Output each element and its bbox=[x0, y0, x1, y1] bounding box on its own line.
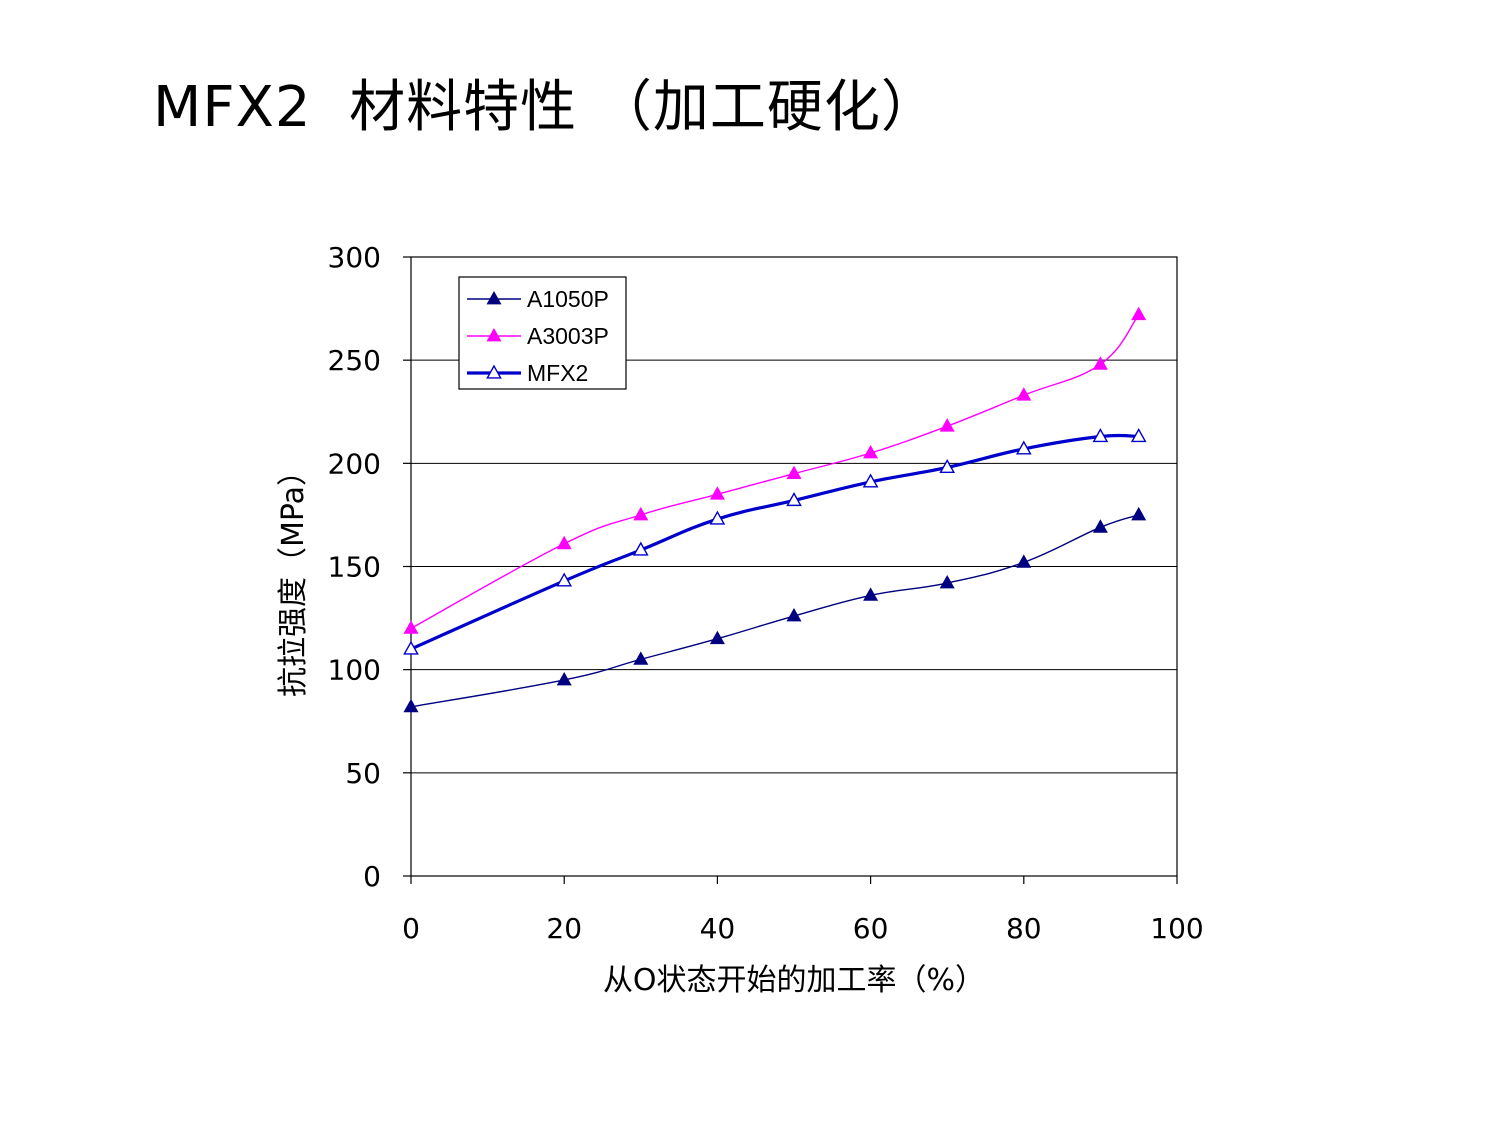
series-a1050p bbox=[403, 506, 1147, 713]
point-mfx2-3 bbox=[709, 510, 726, 525]
y-tick-label-3: 150 bbox=[328, 551, 381, 584]
point-a3003p-4 bbox=[786, 465, 802, 480]
series-line-a3003p bbox=[410, 314, 1140, 630]
point-mfx2-8 bbox=[1092, 428, 1109, 443]
legend-box bbox=[458, 276, 627, 390]
series-a3003p bbox=[403, 306, 1147, 634]
legend-swatch-marker-2 bbox=[486, 364, 502, 379]
point-a3003p-0 bbox=[403, 620, 419, 634]
point-a1050p-9 bbox=[1131, 506, 1147, 521]
y-tick-label-6: 300 bbox=[328, 241, 381, 274]
point-a3003p-8 bbox=[1092, 356, 1108, 370]
gridlines bbox=[411, 359, 1177, 774]
point-a1050p-3 bbox=[709, 630, 725, 645]
point-mfx2-2 bbox=[632, 541, 649, 556]
series-line-a1050p bbox=[410, 514, 1139, 708]
point-a1050p-8 bbox=[1092, 519, 1108, 533]
x-axis-title: 从O状态开始的加工率（%） bbox=[603, 963, 985, 998]
y-axis-ticks: 0 50 100 150 200 250 300 bbox=[328, 241, 411, 893]
point-mfx2-5 bbox=[862, 473, 879, 488]
slide-title: MFX2 材料特性 （加工硬化） bbox=[153, 75, 938, 140]
point-a1050p-0 bbox=[403, 698, 419, 713]
series-layer bbox=[403, 306, 1147, 713]
point-a3003p-6 bbox=[939, 418, 955, 432]
point-a3003p-2 bbox=[633, 506, 649, 521]
y-axis-title: 抗拉强度（MPa） bbox=[276, 456, 311, 697]
series-line-mfx2 bbox=[410, 433, 1139, 651]
point-a1050p-4 bbox=[786, 607, 802, 622]
x-tick-label-3: 60 bbox=[853, 912, 889, 945]
x-tick-label-5: 100 bbox=[1150, 912, 1203, 945]
legend-swatch-marker-1 bbox=[486, 327, 502, 342]
x-axis-ticks: 0 20 40 60 80 100 bbox=[402, 876, 1204, 945]
legend-swatch-marker-0 bbox=[486, 290, 502, 305]
point-mfx2-7 bbox=[1015, 440, 1032, 455]
point-mfx2-6 bbox=[939, 459, 956, 474]
point-mfx2-0 bbox=[403, 640, 419, 655]
y-tick-label-4: 200 bbox=[328, 447, 381, 480]
point-mfx2-1 bbox=[556, 572, 573, 587]
point-a1050p-6 bbox=[939, 574, 955, 589]
legend-label-1: A3003P bbox=[527, 323, 609, 349]
legend: A1050P A3003P MFX2 bbox=[458, 276, 627, 390]
point-mfx2-4 bbox=[786, 492, 802, 507]
y-tick-label-5: 250 bbox=[328, 344, 381, 377]
x-tick-label-4: 80 bbox=[1006, 912, 1042, 945]
point-a1050p-7 bbox=[1016, 554, 1032, 568]
point-a1050p-5 bbox=[863, 587, 879, 601]
point-a3003p-1 bbox=[556, 535, 572, 550]
series-mfx2 bbox=[403, 428, 1147, 655]
point-a3003p-3 bbox=[709, 486, 725, 500]
point-a1050p-2 bbox=[633, 651, 649, 665]
point-a3003p-5 bbox=[863, 444, 879, 459]
x-tick-label-1: 20 bbox=[546, 912, 582, 945]
legend-label-2: MFX2 bbox=[527, 360, 588, 386]
point-a3003p-9 bbox=[1131, 306, 1147, 321]
x-tick-label-0: 0 bbox=[402, 912, 420, 945]
y-tick-label-2: 100 bbox=[328, 654, 381, 687]
point-mfx2-9 bbox=[1130, 428, 1147, 443]
y-tick-label-0: 0 bbox=[363, 860, 381, 893]
legend-label-0: A1050P bbox=[527, 286, 609, 312]
point-a1050p-1 bbox=[556, 671, 572, 686]
y-tick-label-1: 50 bbox=[345, 757, 381, 790]
x-tick-label-2: 40 bbox=[700, 912, 736, 945]
point-a3003p-7 bbox=[1016, 387, 1032, 401]
